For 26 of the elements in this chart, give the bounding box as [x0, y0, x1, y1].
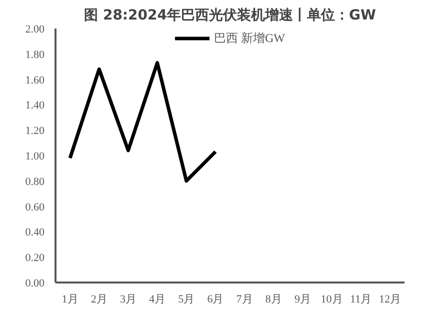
- x-tick-label: 5月: [178, 294, 195, 306]
- x-tick-label: 11月: [350, 294, 372, 306]
- y-tick-label: 0.20: [25, 252, 45, 264]
- y-tick-label: 0.60: [25, 201, 45, 214]
- chart-title: 图 28:2024年巴西光伏装机增速丨单位：GW: [84, 8, 376, 24]
- y-tick-label: 0.00: [25, 278, 45, 290]
- legend-label: 巴西 新增GW: [214, 30, 285, 46]
- line-series: [68, 61, 218, 183]
- y-tick-label: 1.60: [25, 74, 45, 86]
- x-tick-label: 3月: [120, 294, 136, 306]
- y-tick-label: 1.00: [25, 150, 45, 162]
- y-tick-label: 1.40: [25, 100, 45, 112]
- x-tick-label: 8月: [265, 294, 282, 306]
- y-tick-label: 1.20: [25, 125, 45, 138]
- x-tick-label: 10月: [320, 294, 343, 306]
- x-tick-label: 4月: [149, 294, 166, 306]
- x-tick-label: 2月: [90, 294, 108, 306]
- x-tick-label: 12月: [378, 294, 401, 306]
- y-tick-label: 0.80: [25, 176, 45, 188]
- y-tick-label: 0.40: [25, 226, 45, 239]
- x-tick-label: 1月: [62, 294, 78, 306]
- x-tick-label: 6月: [207, 294, 224, 306]
- y-tick-label: 2.00: [25, 24, 45, 36]
- y-tick-label: 1.80: [25, 48, 45, 61]
- x-tick-label: 9月: [294, 294, 311, 306]
- x-tick-label: 7月: [236, 294, 253, 306]
